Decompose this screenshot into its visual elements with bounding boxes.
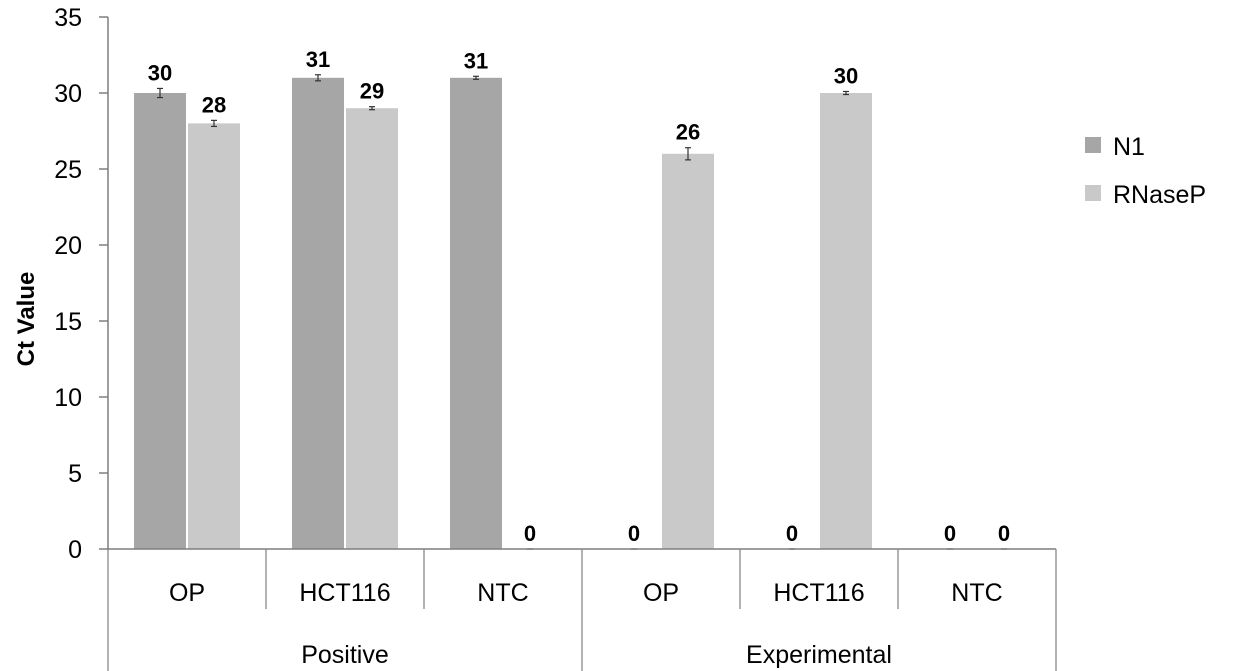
data-label: 30	[148, 60, 172, 85]
y-tick-label: 25	[54, 156, 82, 184]
y-tick-label: 0	[68, 536, 82, 564]
x-category-label: OP	[169, 579, 205, 607]
x-group-label: Experimental	[746, 641, 892, 669]
x-category-label: NTC	[477, 579, 528, 607]
data-label: 31	[464, 48, 488, 73]
bar-rnasep	[820, 93, 872, 549]
data-label: 30	[834, 63, 858, 88]
legend: N1 RNaseP	[1085, 133, 1206, 209]
y-tick-label: 30	[54, 80, 82, 108]
x-category-label: HCT116	[773, 579, 864, 607]
y-axis: 0 5 10 15 20 25 30 35	[54, 4, 109, 564]
data-label: 0	[998, 521, 1010, 546]
x-category-label: HCT116	[299, 579, 390, 607]
data-label: 0	[628, 521, 640, 546]
data-label: 0	[944, 521, 956, 546]
legend-swatch	[1085, 137, 1101, 153]
legend-label: RNaseP	[1113, 181, 1206, 209]
y-tick-label: 35	[54, 4, 82, 32]
legend-swatch	[1085, 185, 1101, 201]
bar-rnasep	[346, 108, 398, 549]
bar-rnasep	[662, 153, 714, 550]
y-tick-label: 10	[54, 384, 82, 412]
data-label: 26	[676, 120, 700, 145]
data-label: 28	[202, 92, 226, 117]
bar-n1	[292, 77, 344, 550]
x-axis: OP HCT116 NTC OP HCT116 NTC Positive Experiment…	[107, 548, 1057, 671]
bar-n1	[134, 93, 186, 549]
data-label: 0	[786, 521, 798, 546]
bars: 30 31 31 0 0 0 28 29 0 26 30 0	[134, 47, 1010, 550]
bar-n1	[450, 77, 502, 550]
x-group-label: Positive	[301, 641, 389, 669]
bar-rnasep	[188, 123, 240, 550]
y-axis-title: Ct Value	[13, 272, 40, 367]
y-tick-label: 15	[54, 308, 82, 336]
legend-label: N1	[1113, 133, 1145, 161]
x-category-label: OP	[643, 579, 679, 607]
data-label: 0	[524, 521, 536, 546]
y-tick-label: 5	[68, 460, 82, 488]
data-label: 31	[306, 47, 330, 72]
y-tick-label: 20	[54, 232, 82, 260]
x-category-label: NTC	[951, 579, 1002, 607]
data-label: 29	[360, 79, 384, 104]
